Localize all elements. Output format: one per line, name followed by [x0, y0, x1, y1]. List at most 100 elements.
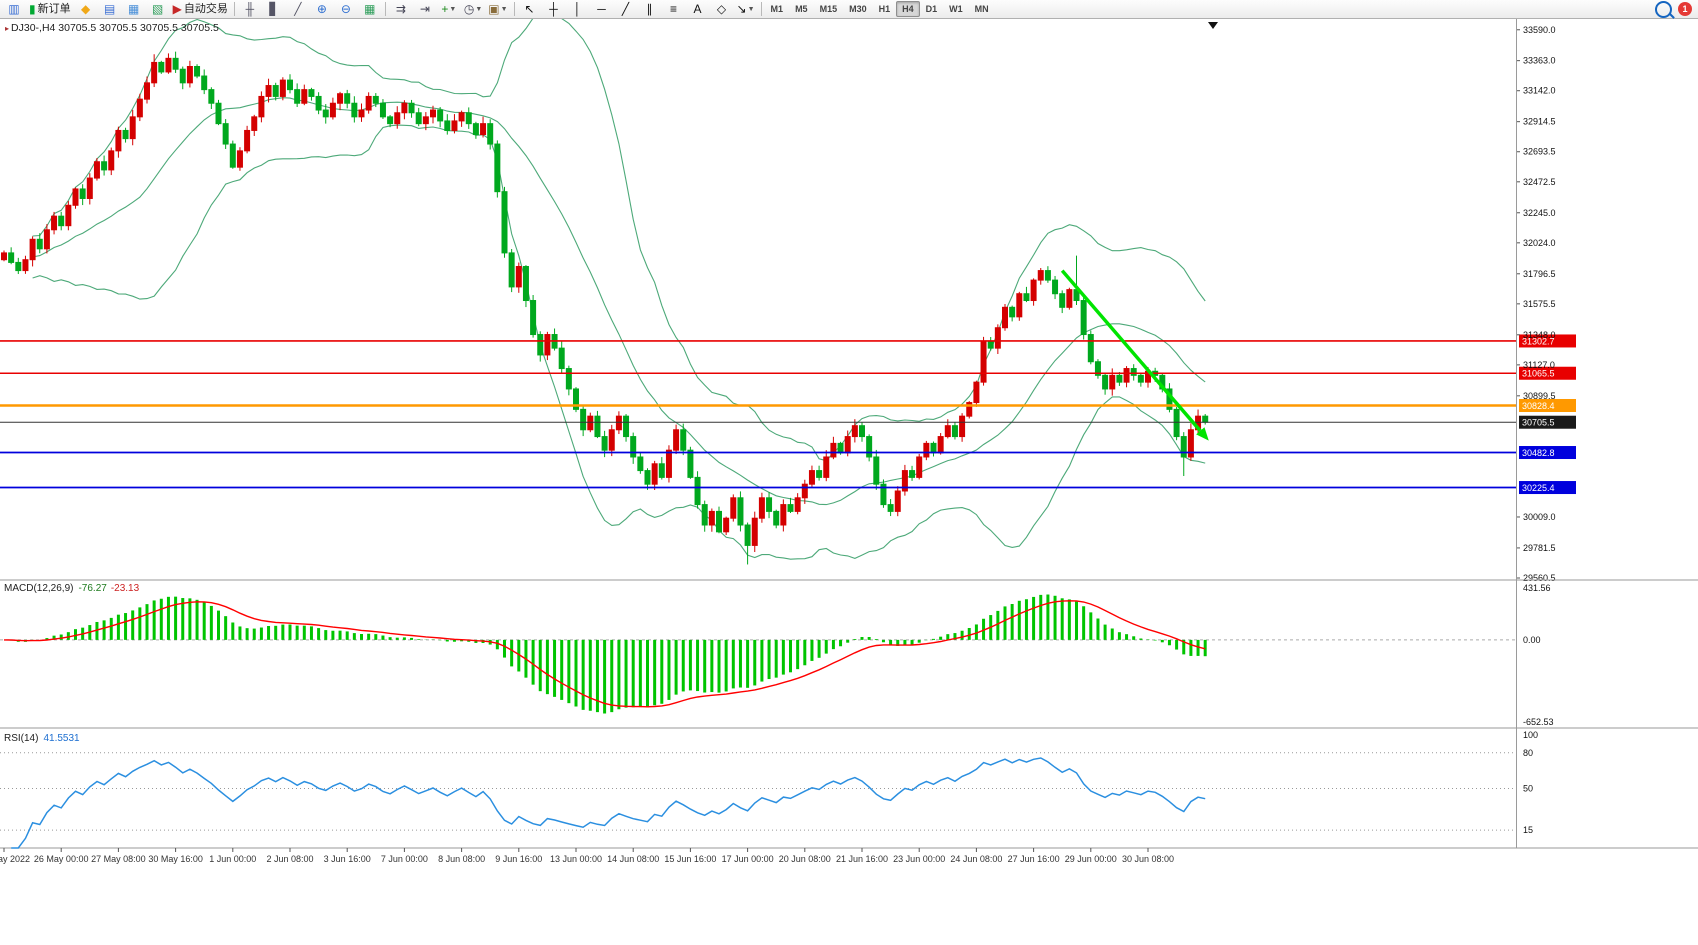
candle	[1016, 291, 1023, 321]
candle	[744, 522, 751, 565]
timeframe-m30-button[interactable]: M30	[849, 4, 867, 14]
vertical-line-button[interactable]: │	[566, 0, 590, 19]
candle	[1116, 372, 1123, 386]
auto-scroll-icon: ⇉	[395, 2, 406, 16]
candle	[866, 434, 873, 462]
channel-button[interactable]: ∥	[638, 0, 662, 19]
chart-shift-button[interactable]: ⇥	[413, 0, 437, 19]
search-icon[interactable]	[1655, 0, 1672, 18]
mql5-button[interactable]: ◆	[74, 0, 98, 19]
crosshair-button[interactable]: ┼	[542, 0, 566, 19]
text-label-button[interactable]: ◇	[710, 0, 734, 19]
candle	[823, 450, 830, 482]
text-button[interactable]: A	[686, 0, 710, 19]
auto-scroll-button[interactable]: ⇉	[389, 0, 413, 19]
candle	[708, 508, 715, 532]
svg-text:-652.53: -652.53	[1523, 717, 1554, 727]
candle	[194, 64, 201, 79]
auto-trading-button[interactable]: ▶ 自动交易	[170, 0, 231, 19]
symbol-icon: ▸	[5, 24, 10, 33]
candle	[994, 324, 1001, 354]
zoom-in-button[interactable]: ⊕	[310, 0, 334, 19]
candle	[444, 114, 451, 135]
terminal-button[interactable]: ▧	[146, 0, 170, 19]
arrows-button[interactable]: ↘ ▼	[734, 0, 758, 19]
new-order-button[interactable]: ▮ 新订单	[26, 0, 74, 19]
timeframe-h1-button[interactable]: H1	[878, 4, 891, 14]
tile-windows-button[interactable]: ▦	[358, 0, 382, 19]
bollinger-bands	[32, 19, 1206, 560]
timeframe-m15-button[interactable]: M15	[819, 4, 838, 14]
periods-button[interactable]: ◷ ▼	[461, 0, 485, 19]
svg-text:25 May 2022: 25 May 2022	[0, 854, 30, 864]
price-axis[interactable]: 33590.0 33363.0 33142.0 32914.5 32693.5 32472…	[1516, 19, 1556, 848]
svg-text:31796.5: 31796.5	[1523, 269, 1556, 279]
candle	[1009, 305, 1016, 322]
svg-text:14 Jun 08:00: 14 Jun 08:00	[607, 854, 659, 864]
price-label-31302.7	[1519, 334, 1576, 348]
svg-text:31575.5: 31575.5	[1523, 299, 1556, 309]
candle	[401, 100, 408, 120]
new-chart-button[interactable]: ▥	[2, 0, 26, 19]
line-chart-button[interactable]: ╱	[286, 0, 310, 19]
candle	[494, 140, 501, 198]
candle	[894, 486, 901, 517]
candle	[172, 51, 179, 73]
chevron-down-icon: ▼	[500, 5, 508, 13]
notification-badge[interactable]: 1	[1678, 2, 1692, 16]
chevron-down-icon: ▼	[449, 5, 457, 13]
candle	[901, 464, 908, 496]
data-window-icon: ▦	[127, 2, 140, 16]
zoom-out-button[interactable]: ⊖	[334, 0, 358, 19]
candle	[108, 147, 115, 176]
candle	[1187, 423, 1194, 461]
chart-area[interactable]: 31302.7 31065.5 30828.4 30705.5 30482.8 30225…	[0, 19, 1698, 945]
bar-chart-button[interactable]: ╫	[238, 0, 262, 19]
candle	[565, 365, 572, 396]
indicators-button[interactable]: + ▼	[437, 0, 461, 19]
market-watch-button[interactable]: ▤	[98, 0, 122, 19]
svg-text:26 May 00:00: 26 May 00:00	[34, 854, 89, 864]
timeframe-h4-button[interactable]: H4	[896, 1, 920, 17]
candle	[458, 110, 465, 127]
candle	[72, 187, 79, 209]
candle	[658, 457, 665, 480]
candlestick-button[interactable]: ▋	[262, 0, 286, 19]
zoom-in-icon: ⊕	[316, 2, 327, 16]
candle	[1052, 275, 1059, 300]
horizontal-line-button[interactable]: ─	[590, 0, 614, 19]
trend-arrow[interactable]	[1060, 269, 1209, 441]
cursor-button[interactable]: ↖	[518, 0, 542, 19]
candle	[165, 53, 172, 74]
timeframe-m5-button[interactable]: M5	[795, 4, 808, 14]
timeframe-mn-button[interactable]: MN	[974, 4, 989, 14]
svg-text:31065.5: 31065.5	[1522, 369, 1555, 379]
templates-button[interactable]: ▣ ▼	[485, 0, 510, 19]
candle	[86, 173, 93, 205]
candle	[36, 233, 43, 254]
data-window-button[interactable]: ▦	[122, 0, 146, 19]
new-chart-icon: ▥	[8, 2, 20, 16]
timeframe-w1-button[interactable]: W1	[949, 4, 963, 14]
price-label-30828.4	[1519, 398, 1576, 412]
candle	[129, 109, 136, 146]
candle	[15, 257, 22, 275]
macd-signal-line	[3, 600, 1206, 708]
fibonacci-button[interactable]: ≡	[662, 0, 686, 19]
horizontal-lines[interactable]: 31302.7 31065.5 30828.4 30705.5 30482.8 30225…	[0, 334, 1576, 495]
candle	[322, 104, 329, 124]
toolbar-separator	[384, 2, 386, 16]
svg-text:24 Jun 08:00: 24 Jun 08:00	[950, 854, 1002, 864]
svg-text:32245.0: 32245.0	[1523, 208, 1556, 218]
price-label-30482.8	[1519, 446, 1576, 460]
candle	[229, 140, 236, 169]
svg-text:30899.5: 30899.5	[1523, 391, 1556, 401]
horizontal-line-icon: ─	[597, 2, 606, 16]
timeframe-d1-button[interactable]: D1	[925, 4, 938, 14]
timeframe-m1-button[interactable]: M1	[770, 4, 784, 14]
candle	[236, 147, 243, 171]
toolbar-separator	[760, 2, 762, 16]
candle	[422, 112, 429, 131]
trendline-button[interactable]: ╱	[614, 0, 638, 19]
